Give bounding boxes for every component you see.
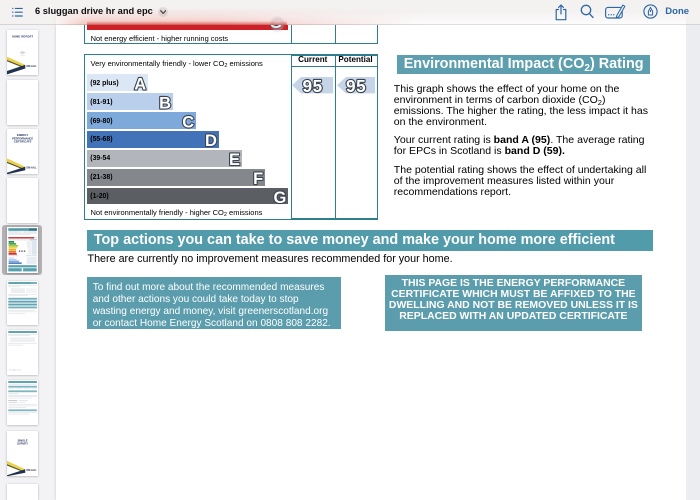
svg-text:E: E	[229, 151, 240, 169]
svg-text:95: 95	[303, 76, 323, 96]
svg-text:A: A	[134, 75, 146, 93]
svg-text:SINGLE: SINGLE	[17, 438, 27, 442]
svg-text:DM HALL: DM HALL	[26, 166, 37, 169]
svg-text:G: G	[273, 189, 286, 207]
svg-text:D: D	[205, 132, 217, 150]
svg-text:ENERGY: ENERGY	[16, 133, 28, 137]
svg-text:PERFORMANCE: PERFORMANCE	[12, 136, 33, 140]
svg-text:DM HALL: DM HALL	[26, 65, 37, 68]
svg-text:SURVEY: SURVEY	[17, 441, 28, 445]
svg-text:DM HALL: DM HALL	[26, 469, 37, 472]
svg-text:CERTIFICATE: CERTIFICATE	[13, 139, 31, 143]
svg-text:6 Sluggan Drive: 6 Sluggan Drive	[8, 369, 20, 372]
svg-text:B: B	[159, 94, 171, 112]
svg-text:C: C	[182, 113, 194, 131]
svg-text:HOME REPORT: HOME REPORT	[11, 34, 33, 38]
svg-text:F: F	[253, 170, 263, 188]
svg-text:95: 95	[346, 76, 366, 96]
